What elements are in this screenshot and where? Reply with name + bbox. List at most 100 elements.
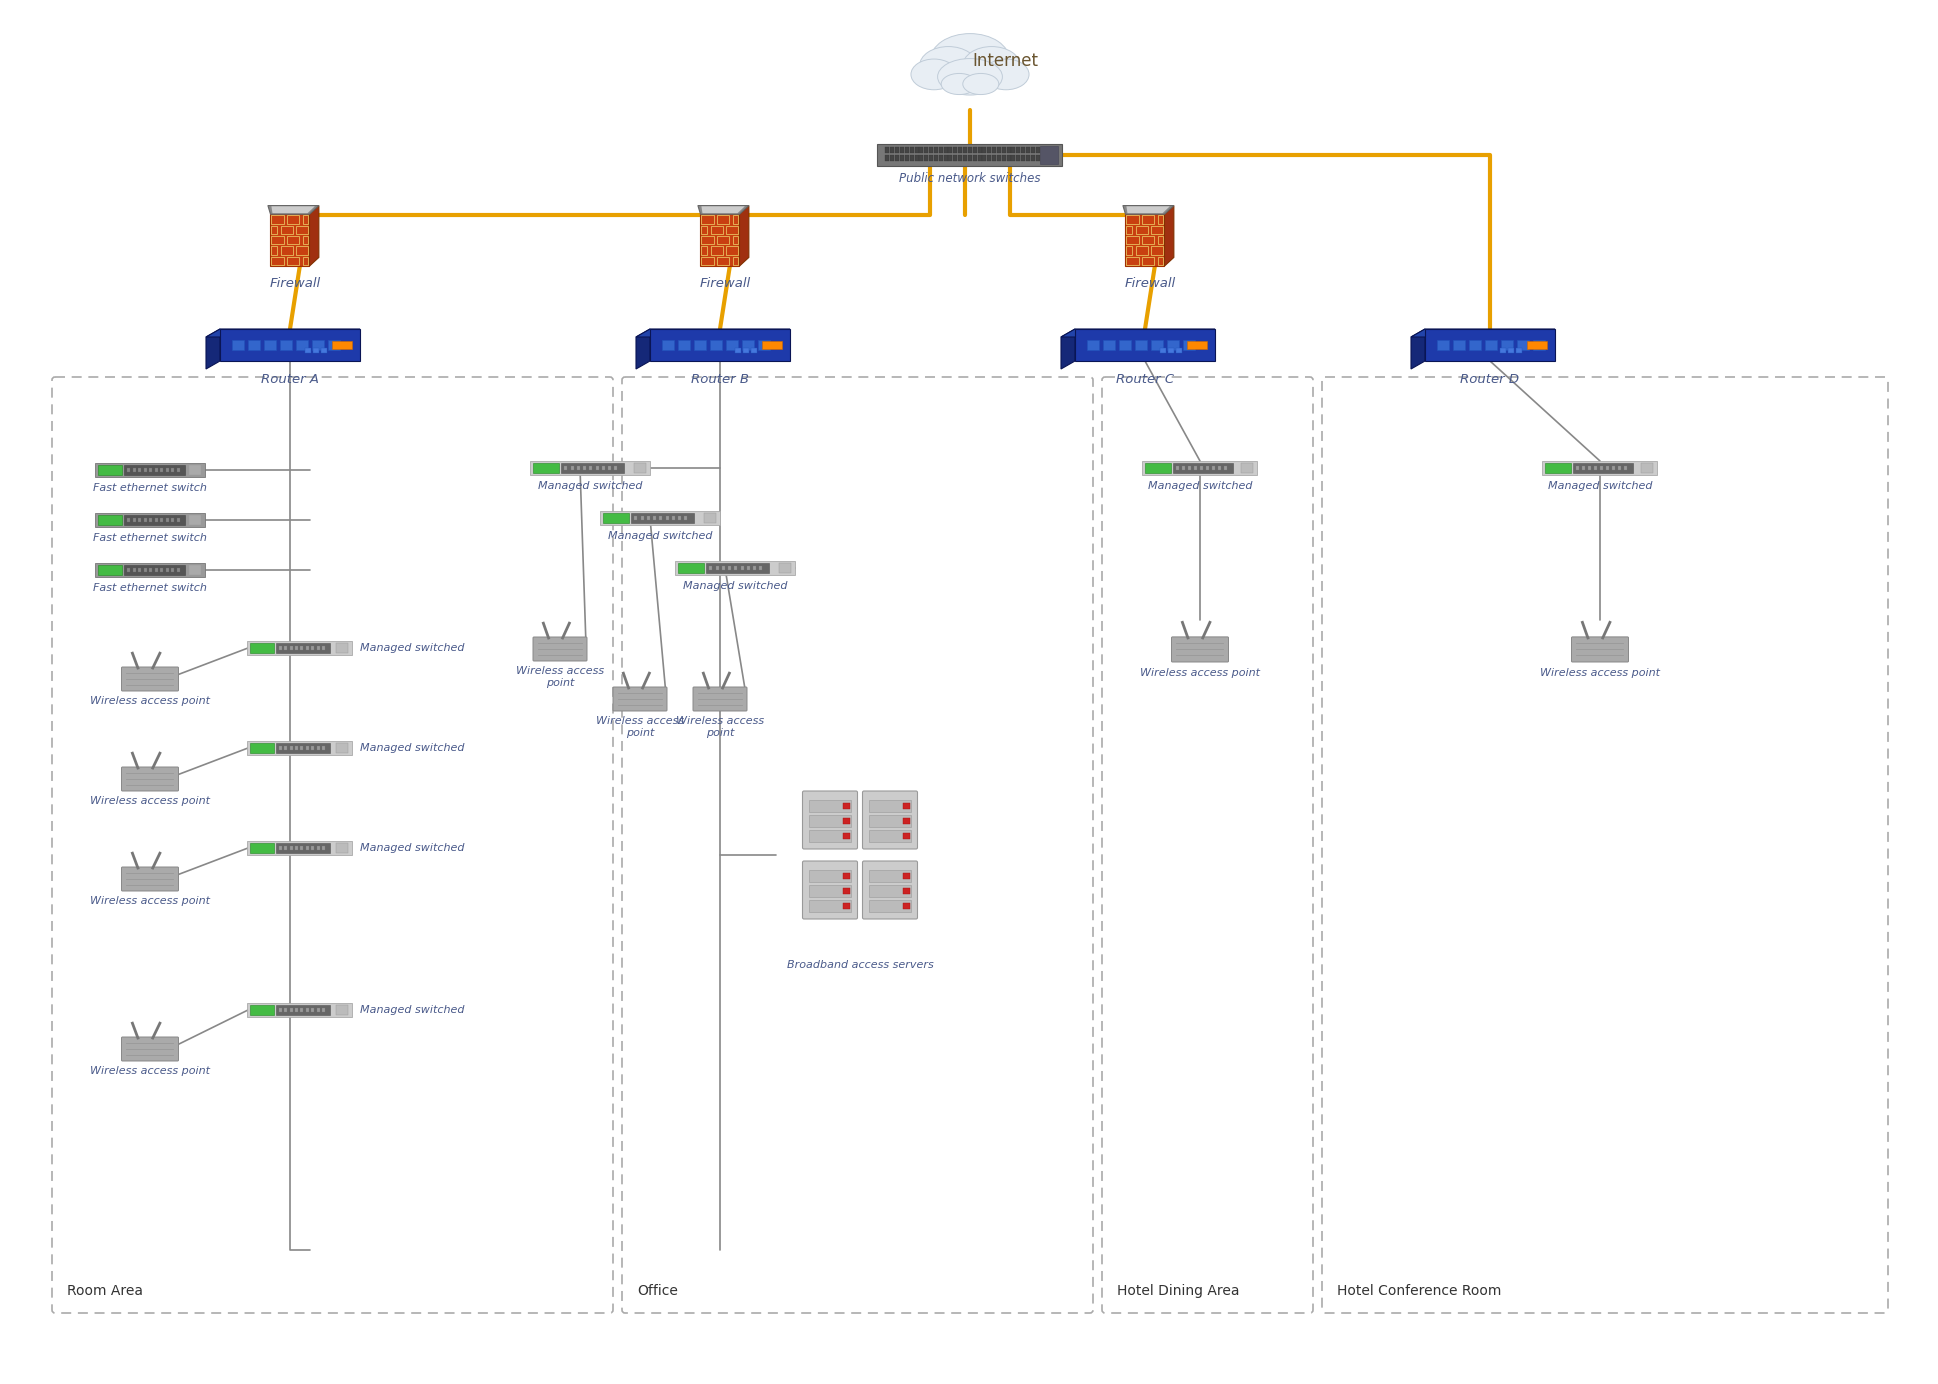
Bar [1200, 466, 1203, 471]
Bar [1141, 256, 1155, 266]
Bar [909, 155, 913, 161]
Text: Fast ethernet switch: Fast ethernet switch [93, 533, 207, 543]
Bar [583, 466, 585, 471]
Bar [762, 340, 783, 349]
Bar [1126, 226, 1132, 234]
Bar [659, 516, 663, 520]
Bar [264, 340, 275, 350]
Bar [647, 516, 649, 520]
Bar [919, 155, 922, 161]
Bar [138, 518, 141, 522]
Bar [161, 518, 163, 522]
Bar [1157, 215, 1163, 224]
Bar [124, 465, 184, 475]
Bar [632, 513, 694, 523]
Bar [895, 147, 899, 154]
Bar [248, 340, 260, 350]
Bar [843, 887, 851, 894]
Bar [281, 226, 293, 234]
Bar [1076, 329, 1215, 361]
Bar [331, 340, 353, 349]
Bar [1587, 466, 1591, 471]
Polygon shape [310, 206, 320, 266]
Bar [709, 566, 713, 570]
Text: Broadband access servers: Broadband access servers [787, 960, 934, 970]
Text: Hotel Dining Area: Hotel Dining Area [1116, 1284, 1240, 1298]
Bar [149, 567, 153, 572]
Bar [155, 518, 157, 522]
FancyBboxPatch shape [802, 861, 857, 919]
Bar [733, 256, 738, 266]
Bar [634, 464, 645, 473]
Polygon shape [205, 329, 221, 370]
Bar [297, 246, 308, 255]
FancyBboxPatch shape [1171, 637, 1229, 662]
Bar [316, 646, 320, 650]
Bar [304, 347, 310, 353]
Bar [124, 565, 184, 574]
Bar [727, 226, 738, 234]
Bar [1145, 464, 1171, 473]
Bar [938, 155, 942, 161]
Bar [279, 340, 293, 350]
Bar [1624, 466, 1626, 471]
Bar [711, 226, 723, 234]
Bar [808, 900, 851, 912]
Bar [281, 246, 293, 255]
Polygon shape [1411, 329, 1424, 370]
Bar [1041, 145, 1058, 163]
Bar [1025, 147, 1029, 154]
Text: Fast ethernet switch: Fast ethernet switch [93, 483, 207, 493]
Bar [717, 215, 729, 224]
Bar [909, 147, 913, 154]
Bar [1031, 147, 1035, 154]
Text: Hotel Conference Room: Hotel Conference Room [1337, 1284, 1502, 1298]
Bar [312, 846, 314, 850]
Bar [1126, 235, 1140, 245]
Bar [132, 468, 136, 472]
Bar [808, 884, 851, 897]
Bar [702, 246, 707, 255]
Bar [1502, 340, 1514, 350]
Bar [295, 646, 298, 650]
Polygon shape [636, 329, 791, 336]
Bar [99, 465, 122, 475]
Bar [1172, 464, 1233, 473]
Bar [983, 147, 986, 154]
Bar [1136, 246, 1147, 255]
Text: Wireless access point: Wireless access point [1140, 668, 1260, 678]
Bar [779, 563, 791, 573]
Bar [1021, 147, 1025, 154]
Polygon shape [1165, 206, 1174, 266]
Text: Wireless access
point: Wireless access point [516, 666, 605, 688]
Bar [967, 155, 971, 161]
Bar [1021, 155, 1025, 161]
Bar [1424, 329, 1554, 361]
Bar [746, 566, 750, 570]
FancyBboxPatch shape [122, 1037, 178, 1062]
FancyBboxPatch shape [612, 686, 667, 711]
Bar [1517, 340, 1529, 350]
Bar [143, 518, 147, 522]
Bar [322, 646, 326, 650]
Bar [843, 818, 851, 823]
Bar [717, 235, 729, 245]
Bar [711, 246, 723, 255]
Bar [250, 644, 273, 653]
Bar [161, 468, 163, 472]
FancyBboxPatch shape [122, 667, 178, 691]
Bar [533, 464, 560, 473]
Bar [1485, 340, 1496, 350]
Bar [915, 147, 919, 154]
Bar [1006, 155, 1010, 161]
Bar [570, 466, 574, 471]
Bar [171, 567, 174, 572]
Bar [808, 800, 851, 811]
Bar [709, 340, 723, 350]
Bar [702, 235, 713, 245]
Text: Firewall: Firewall [269, 277, 320, 291]
Bar [752, 347, 758, 353]
Bar [297, 226, 308, 234]
Bar [1576, 466, 1579, 471]
Bar [1126, 246, 1132, 255]
